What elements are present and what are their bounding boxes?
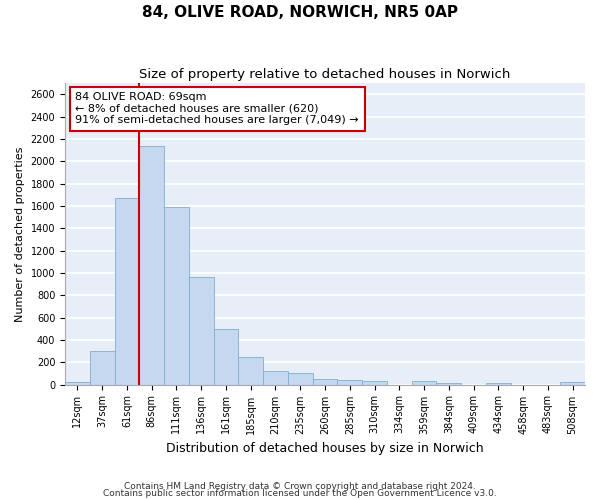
Text: 84 OLIVE ROAD: 69sqm
← 8% of detached houses are smaller (620)
91% of semi-detac: 84 OLIVE ROAD: 69sqm ← 8% of detached ho… [76, 92, 359, 126]
Y-axis label: Number of detached properties: Number of detached properties [15, 146, 25, 322]
Bar [288, 374, 313, 384]
Bar [263, 371, 288, 384]
Bar [313, 379, 337, 384]
Bar [238, 356, 263, 384]
Bar [65, 382, 90, 384]
Bar [560, 382, 585, 384]
Text: Contains public sector information licensed under the Open Government Licence v3: Contains public sector information licen… [103, 490, 497, 498]
Bar [362, 381, 387, 384]
Bar [189, 278, 214, 384]
Bar [139, 146, 164, 384]
X-axis label: Distribution of detached houses by size in Norwich: Distribution of detached houses by size … [166, 442, 484, 455]
Text: 84, OLIVE ROAD, NORWICH, NR5 0AP: 84, OLIVE ROAD, NORWICH, NR5 0AP [142, 5, 458, 20]
Bar [412, 381, 436, 384]
Bar [115, 198, 139, 384]
Title: Size of property relative to detached houses in Norwich: Size of property relative to detached ho… [139, 68, 511, 80]
Bar [337, 380, 362, 384]
Bar [436, 383, 461, 384]
Bar [90, 351, 115, 384]
Bar [214, 328, 238, 384]
Bar [164, 207, 189, 384]
Bar [486, 383, 511, 384]
Text: Contains HM Land Registry data © Crown copyright and database right 2024.: Contains HM Land Registry data © Crown c… [124, 482, 476, 491]
